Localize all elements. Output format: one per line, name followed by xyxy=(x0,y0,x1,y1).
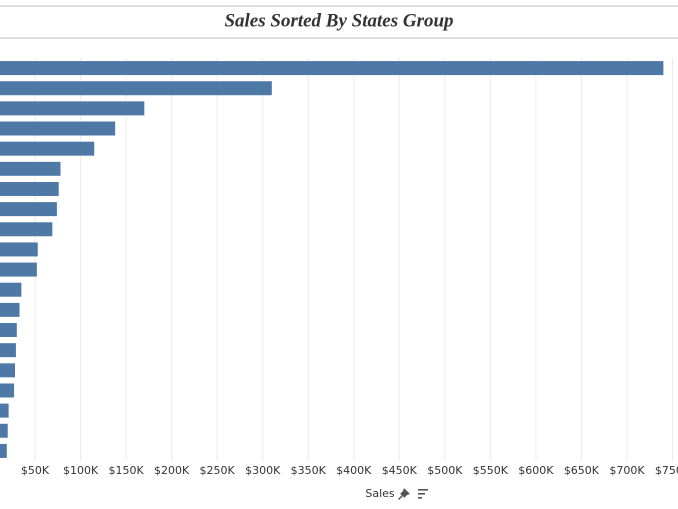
x-tick-label: $700K xyxy=(609,464,645,477)
x-tick-label: $550K xyxy=(473,464,509,477)
bar xyxy=(0,403,9,418)
x-tick-label: $400K xyxy=(336,464,372,477)
chart-title: Sales Sorted By States Group xyxy=(224,10,453,31)
bar xyxy=(0,423,8,438)
bar xyxy=(0,81,272,96)
bar xyxy=(0,141,95,156)
bar xyxy=(0,323,17,338)
bar xyxy=(0,343,16,358)
x-tick-label: $300K xyxy=(245,464,281,477)
x-tick-label: $350K xyxy=(291,464,327,477)
pin-shape xyxy=(398,488,410,500)
x-tick-label: $100K xyxy=(63,464,99,477)
x-tick-label: $450K xyxy=(382,464,418,477)
sort-line xyxy=(418,497,422,499)
bar xyxy=(0,181,59,196)
sort-icon[interactable] xyxy=(418,489,428,499)
bar xyxy=(0,242,38,257)
bar xyxy=(0,262,37,277)
bar xyxy=(0,302,20,317)
bar xyxy=(0,101,145,116)
sort-line xyxy=(418,493,425,495)
bar xyxy=(0,161,61,176)
bar xyxy=(0,121,116,136)
x-axis-title: Sales xyxy=(365,487,395,500)
bar xyxy=(0,443,7,458)
bar xyxy=(0,282,22,297)
x-tick-label: $250K xyxy=(200,464,236,477)
x-tick-label: $600K xyxy=(518,464,554,477)
x-tick-label: $750K xyxy=(655,464,678,477)
sort-line xyxy=(418,489,428,491)
x-tick-label: $650K xyxy=(564,464,600,477)
bar xyxy=(0,383,15,398)
bar xyxy=(0,363,15,378)
x-tick-label: $200K xyxy=(154,464,190,477)
bar xyxy=(0,222,53,237)
x-tick-label: $150K xyxy=(108,464,144,477)
bar xyxy=(0,202,57,217)
pin-icon[interactable] xyxy=(398,488,410,500)
x-tick-label: $50K xyxy=(21,464,50,477)
bar xyxy=(0,61,664,76)
x-tick-label: $500K xyxy=(427,464,463,477)
